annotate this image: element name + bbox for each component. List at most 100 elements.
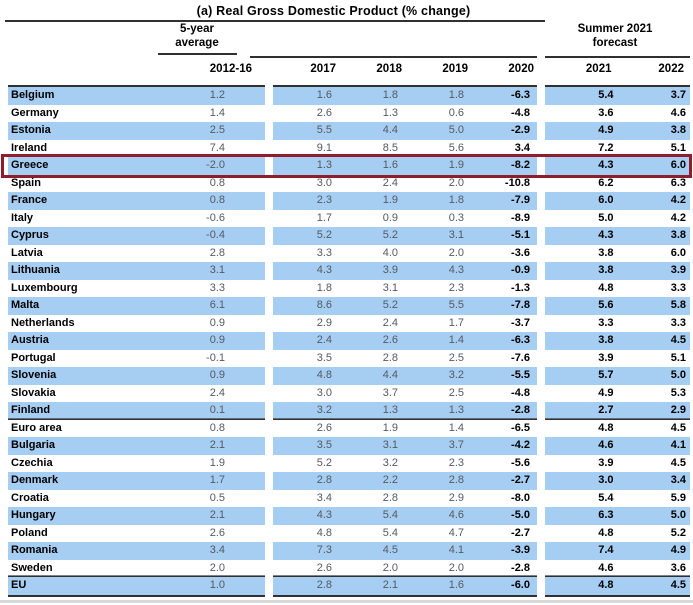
value-cell-2018: 4.5 [382,544,398,556]
value-cell-2020: -5.5 [511,369,530,381]
value-cell-2019: 5.6 [448,141,464,154]
column-gutter [265,245,273,263]
column-group-years: 5.2 3.2 2.3 -5.6 [273,455,537,473]
country-cell: Poland [11,526,48,539]
column-gutter [265,367,273,385]
column-group-years: 2.8 2.2 2.8 -2.7 [273,472,537,490]
value-cell-2017: 7.3 [316,544,332,556]
value-cell-2018: 1.9 [382,194,398,206]
value-cell-avg: 2.5 [209,124,225,136]
value-cell-2018: 1.6 [382,159,398,171]
year-header-2022: 2022 [658,63,684,75]
value-cell-2017: 4.8 [316,526,332,539]
column-gutter [537,350,545,368]
value-cell-2018: 2.8 [382,351,398,364]
table-row-latvia: Latvia 2.8 3.3 4.0 2.0 -3.6 3.8 6.0 [8,245,690,263]
value-cell-2019: 5.5 [448,299,464,311]
country-cell: Cyprus [11,229,49,241]
column-gutter [537,525,545,543]
column-group-left: Slovakia 2.4 [8,385,265,403]
column-group-left: Austria 0.9 [8,332,265,350]
value-cell-2019: 2.3 [448,456,464,469]
value-cell-2018: 8.5 [382,141,398,154]
value-cell-2020: -4.8 [511,386,530,399]
value-cell-2019: 4.1 [448,544,464,556]
column-group-left: Germany 1.4 [8,105,265,123]
value-cell-2017: 1.3 [316,159,332,171]
value-cell-2020: -2.7 [511,526,530,539]
value-cell-2022: 6.0 [670,246,686,259]
value-cell-2022: 4.5 [670,421,686,434]
column-gutter [265,280,273,298]
rule-segment [545,85,690,87]
value-cell-avg: 2.8 [209,246,225,259]
value-cell-avg: 2.1 [209,509,225,521]
column-group-left: Poland 2.6 [8,525,265,543]
value-cell-2021: 3.9 [598,351,614,364]
value-cell-2017: 2.8 [316,474,332,486]
value-cell-avg: 7.4 [209,141,225,154]
value-cell-2021: 4.9 [598,386,614,399]
column-group-forecast: 4.3 3.8 [545,227,690,245]
table-row-italy: Italy -0.6 1.7 0.9 0.3 -8.9 5.0 4.2 [8,210,690,228]
value-cell-2017: 1.6 [316,89,332,101]
value-cell-avg: -2.0 [206,159,225,171]
value-cell-2020: -5.1 [511,229,530,241]
column-gutter [537,105,545,123]
column-gutter [265,105,273,123]
value-cell-2017: 3.5 [316,439,332,451]
column-gutter [265,157,273,175]
value-cell-2019: 2.0 [448,246,464,259]
value-cell-2017: 2.9 [316,316,332,329]
year-header-2017: 2017 [310,63,336,75]
column-group-years: 3.5 2.8 2.5 -7.6 [273,350,537,368]
column-group-left: Euro area 0.8 [8,420,265,438]
table-row-greece: Greece -2.0 1.3 1.6 1.9 -8.2 4.3 6.0 [1,154,692,177]
value-cell-2018: 3.2 [382,456,398,469]
value-cell-avg: 3.3 [209,281,225,294]
value-cell-2022: 3.3 [670,316,686,329]
column-gutter [537,542,545,560]
value-cell-2018: 2.2 [382,474,398,486]
country-cell: Spain [11,176,41,189]
value-cell-2020: -6.0 [511,579,530,591]
value-cell-2019: 1.6 [448,579,464,591]
column-group-left: Spain 0.8 [8,175,265,193]
value-cell-avg: 1.4 [209,106,225,119]
country-cell: Belgium [11,89,55,101]
value-cell-2017: 5.2 [316,456,332,469]
column-group-forecast: 4.6 3.6 [545,560,690,578]
country-cell: Germany [11,106,59,119]
country-cell: Latvia [11,246,43,259]
column-group-left: Croatia 0.5 [8,490,265,508]
value-cell-2021: 4.8 [598,421,614,434]
column-group-left: Finland 0.1 [8,402,265,420]
table-row-malta: Malta 6.1 8.6 5.2 5.5 -7.8 5.6 5.8 [8,297,690,315]
value-cell-2020: -6.3 [511,334,530,346]
rule-segment [8,85,265,87]
value-cell-2017: 8.6 [316,299,332,311]
value-cell-2017: 1.8 [316,281,332,294]
avg-group-label-line2: average [175,36,219,49]
value-cell-2022: 3.7 [670,89,686,101]
column-gutter [265,437,273,455]
value-cell-2019: 5.0 [448,124,464,136]
column-group-years: 3.4 2.8 2.9 -8.0 [273,490,537,508]
country-cell: Denmark [11,474,59,486]
value-cell-2020: 3.4 [514,141,530,154]
value-cell-2022: 5.2 [670,526,686,539]
column-gutter [537,315,545,333]
table-row-hungary: Hungary 2.1 4.3 5.4 4.6 -5.0 6.3 5.0 [8,507,690,525]
column-group-left: Malta 6.1 [8,297,265,315]
column-group-years: 1.7 0.9 0.3 -8.9 [273,210,537,228]
value-cell-2019: 1.4 [448,334,464,346]
country-cell: Finland [11,404,51,416]
column-group-years: 3.2 1.3 1.3 -2.8 [273,402,537,420]
value-cell-2020: -7.8 [511,299,530,311]
column-gutter [265,297,273,315]
value-cell-2022: 6.0 [670,159,686,171]
column-group-years: 4.8 4.4 3.2 -5.5 [273,367,537,385]
column-group-years: 3.0 3.7 2.5 -4.8 [273,385,537,403]
value-cell-2018: 5.4 [382,526,398,539]
column-gutter [265,385,273,403]
